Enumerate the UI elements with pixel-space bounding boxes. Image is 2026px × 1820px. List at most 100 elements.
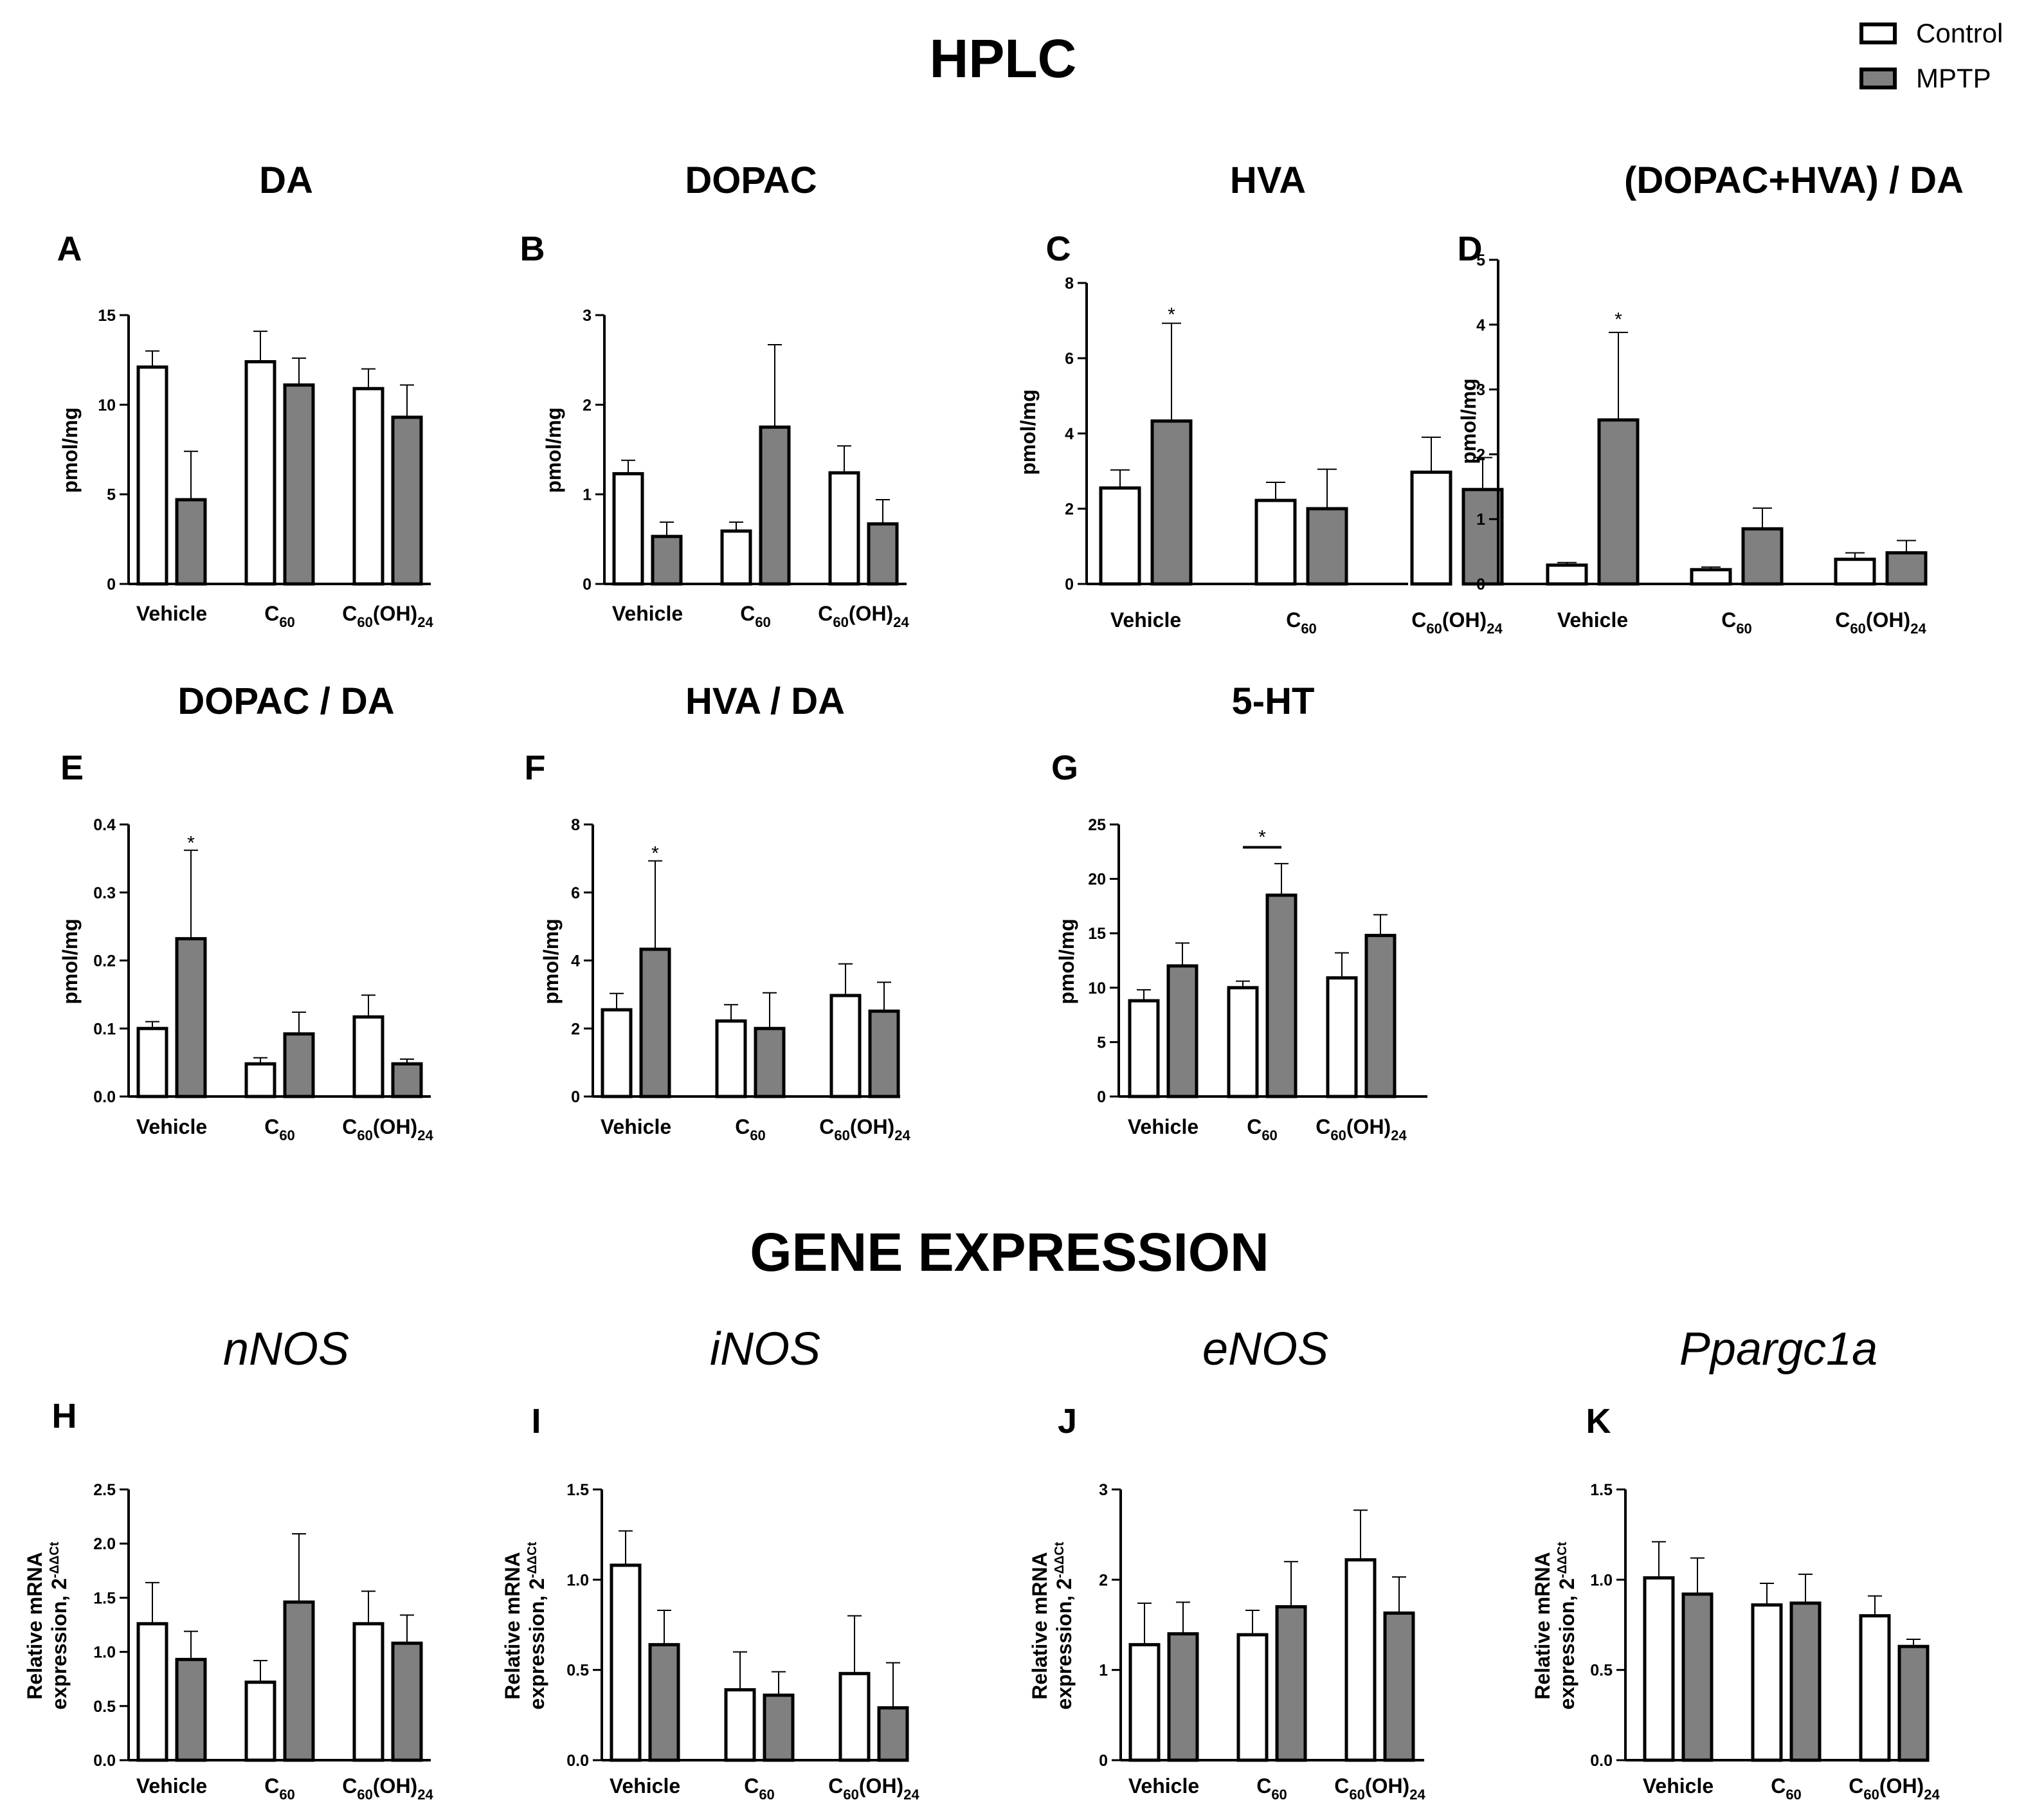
bar-control [136,365,168,586]
category-label-part: C [828,1774,843,1797]
panel-h: nNOS H Relative mRNA expression, 2-ΔΔCt 0.0 0… [23,1324,433,1803]
y-tick-label: 0.5 [566,1662,589,1680]
bar-control [724,1688,756,1762]
y-tick-label: 1.5 [1590,1481,1613,1499]
panel-letter: K [1586,1402,1611,1441]
bar-control [1099,486,1141,586]
x-category-label: C60 [264,602,295,630]
x-category-label: C60(OH)24 [1411,608,1503,637]
y-axis-label: pmol/mg [1017,389,1040,475]
category-label-part: 24 [1487,621,1503,637]
x-category-label: C60 [1771,1774,1802,1803]
bar-mptp [639,947,671,1098]
y-axis-label-base: expression, 2 [525,1578,548,1710]
y-tick-label: 25 [1088,816,1106,834]
y-tick-label: 1 [1099,1662,1108,1680]
x-category-label: C60(OH)24 [342,602,433,630]
category-label-part: 24 [1924,1787,1940,1803]
category-label-part: 24 [417,1787,433,1803]
y-tick-label: 5 [1097,1033,1106,1051]
bar-control [1128,999,1160,1098]
category-label-part: 60 [843,1787,858,1803]
y-tick-label: 2 [571,1020,580,1038]
bar-control [829,994,862,1098]
y-tick-label: 2 [1099,1571,1108,1589]
category-label-part: C [819,1115,834,1138]
y-axis-label-base: expression, 2 [1555,1578,1578,1710]
bar-control [828,471,860,586]
y-tick-label: 0 [583,576,592,594]
x-category-label: C60(OH)24 [342,1115,433,1143]
category-label-part: (OH) [859,1774,903,1797]
bar-mptp [175,498,207,586]
bar-mptp [1166,964,1198,1098]
bar-control [612,472,644,586]
category-label-part: 60 [357,614,372,630]
y-tick-label: 1.5 [566,1481,589,1499]
y-tick-label: 0 [107,576,116,594]
legend-control-swatch [1859,23,1897,44]
category-label-part: C [735,1115,750,1138]
category-label-part: C [1771,1774,1786,1797]
category-label-part: C [744,1774,759,1797]
x-category-label: C60(OH)24 [342,1774,433,1803]
category-label-part: 24 [894,1127,910,1143]
bar-mptp [754,1026,786,1098]
category-label-part: C [1835,608,1850,632]
category-label-part: 24 [903,1787,919,1803]
significance-star: * [651,842,659,864]
y-tick-label: 4 [1065,425,1074,443]
y-tick-label: 1 [583,486,592,504]
bar-mptp [1275,1605,1307,1762]
panel-letter: A [57,230,82,268]
y-tick-label: 10 [98,396,116,414]
y-tick-label: 0.0 [93,1752,116,1770]
significance-star: * [1168,304,1175,325]
bar-control [601,1008,633,1098]
y-axis-label: pmol/mg [1457,378,1480,464]
category-label-part: (OH) [1365,1774,1409,1797]
y-tick-label: 0.0 [566,1752,589,1770]
category-label-part: 24 [1409,1787,1425,1803]
y-tick-label: 0.0 [1590,1752,1613,1770]
y-axis-label-exponent: -ΔΔCt [48,1542,62,1578]
category-label-part: (OH) [1346,1115,1391,1138]
bar-control [1690,568,1732,586]
x-category-label: C60 [264,1115,295,1143]
y-axis-label-line2: expression, 2-ΔΔCt [1053,1542,1076,1709]
bar-mptp [1461,487,1504,586]
legend-mptp-swatch [1859,68,1897,89]
y-axis-label: pmol/mg [59,918,82,1004]
legend: Control MPTP [1859,18,2003,93]
bar-control [720,529,752,586]
y-tick-label: 10 [1088,979,1106,997]
y-axis-label: pmol/mg [1055,918,1078,1004]
category-label-part: 60 [357,1127,372,1143]
significance-star: * [1258,827,1266,848]
panel-j: eNOS J Relative mRNA expression, 2-ΔΔCt 0 1 2 3… [1028,1324,1425,1803]
category-label-part: (OH) [373,1774,417,1797]
panel-k: Ppargc1a K Relative mRNA expression, 2-ΔΔCt… [1531,1324,1940,1803]
bar-control [1643,1576,1675,1762]
y-axis-label: pmol/mg [539,918,563,1004]
category-label-part: 60 [1301,621,1316,637]
category-label-part: 60 [755,614,770,630]
bar-control [352,1622,384,1762]
category-label-part: 60 [750,1127,765,1143]
bar-mptp [283,1600,315,1762]
y-axis-label-line2: expression, 2-ΔΔCt [1555,1542,1578,1709]
category-label-part: (OH) [1879,1774,1924,1797]
y-tick-label: 1 [1476,511,1485,529]
bar-mptp [1789,1601,1822,1762]
bar-control [1834,558,1876,586]
y-tick-label: 5 [107,486,116,504]
legend-control-label: Control [1916,18,2003,48]
category-label-part: (OH) [373,1115,417,1138]
category-label-part: 60 [1349,1787,1364,1803]
x-category-label: C60(OH)24 [828,1774,919,1803]
panel-title: eNOS [1202,1324,1328,1375]
significance-star: * [187,832,195,853]
y-tick-label: 0 [1097,1088,1106,1106]
y-axis-label-line1: Relative mRNA [1531,1552,1554,1699]
